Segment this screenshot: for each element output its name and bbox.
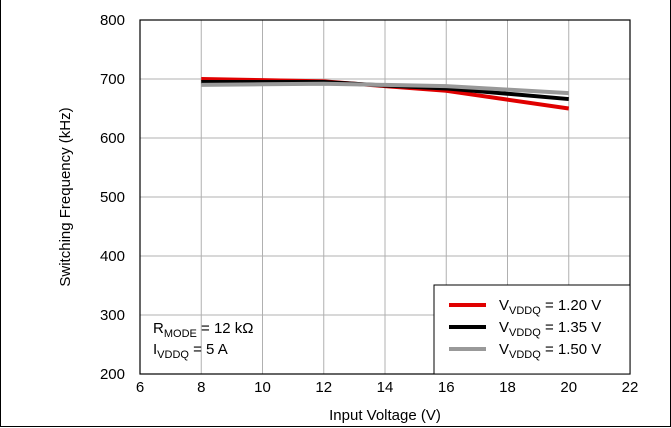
y-tick-label: 400 (100, 248, 125, 265)
legend-entry-2-main: V (499, 319, 509, 336)
x-tick-label: 8 (197, 379, 205, 396)
x-tick-label: 18 (499, 379, 516, 396)
annotation-2: IVDDQ = 5 A (153, 341, 228, 361)
legend-entry-2-rest: = 1.35 V (541, 319, 601, 336)
series-line-3 (201, 81, 569, 96)
x-tick-label: 16 (438, 379, 455, 396)
tick-labels: 6 8 10 12 14 16 18 20 22 200 300 400 500 600 700 800 (100, 12, 638, 396)
legend-entry-1-rest: = 1.20 V (541, 297, 601, 314)
x-tick-label: 20 (560, 379, 577, 396)
legend-entry-2: VVDDQ = 1.35 V (499, 319, 601, 339)
x-tick-label: 10 (254, 379, 271, 396)
y-tick-label: 200 (100, 366, 125, 383)
annotation-2-main: I (153, 341, 157, 358)
legend-entry-2-sub: VDDQ (509, 327, 541, 339)
legend-entry-1: VVDDQ = 1.20 V (499, 297, 601, 317)
legend-entry-3-rest: = 1.50 V (541, 341, 601, 358)
y-tick-label: 300 (100, 307, 125, 324)
plot-area (139, 19, 631, 375)
legend-entry-3-main: V (499, 341, 509, 358)
y-tick-label: 700 (100, 71, 125, 88)
annotation-2-rest: = 5 A (189, 341, 228, 358)
x-tick-label: 22 (622, 379, 639, 396)
annotation-1-sub: MODE (164, 328, 197, 340)
legend-entry-3: VVDDQ = 1.50 V (499, 341, 601, 361)
y-tick-label: 500 (100, 189, 125, 206)
y-axis-label: Switching Frequency (kHz) (57, 107, 74, 286)
x-axis-label: Input Voltage (V) (329, 407, 441, 424)
series-lines (201, 77, 570, 111)
x-tick-label: 14 (377, 379, 394, 396)
x-tick-label: 6 (136, 379, 144, 396)
legend-entry-3-sub: VDDQ (509, 349, 541, 361)
annotation-2-sub: VDDQ (157, 349, 189, 361)
y-tick-label: 800 (100, 12, 125, 29)
legend-entry-1-sub: VDDQ (509, 305, 541, 317)
x-tick-label: 12 (315, 379, 332, 396)
y-tick-label: 600 (100, 130, 125, 147)
annotation-1-rest: = 12 kΩ (197, 320, 254, 337)
annotation-1: RMODE = 12 kΩ (153, 320, 254, 340)
annotation-1-main: R (153, 320, 164, 337)
legend-box (433, 284, 631, 375)
grid-lines (140, 20, 630, 374)
legend-entry-1-main: V (499, 297, 509, 314)
